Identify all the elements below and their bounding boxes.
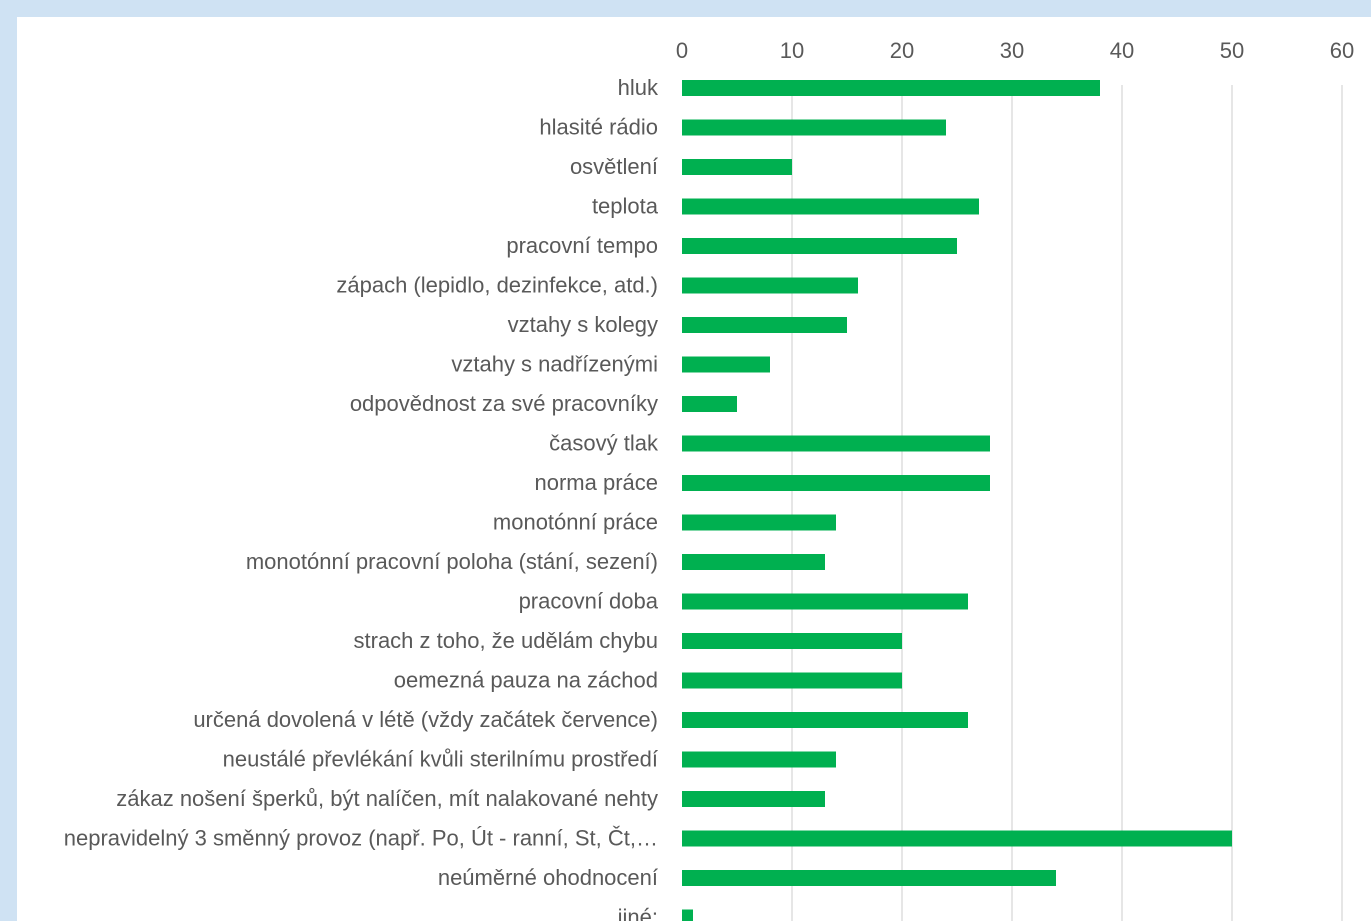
bar (682, 198, 979, 215)
bar (682, 554, 825, 570)
bar (682, 672, 902, 689)
bar (682, 712, 968, 728)
bar (682, 356, 770, 373)
x-tick-label: 50 (1220, 38, 1244, 63)
x-tick-label: 30 (1000, 38, 1024, 63)
category-label: neúměrné ohodnocení (438, 865, 658, 890)
category-label: teplota (592, 194, 659, 219)
category-label: určená dovolená v létě (vždy začátek čer… (193, 707, 658, 732)
category-label: nepravidelný 3 směnný provoz (např. Po, … (64, 826, 658, 851)
chart-frame: 0 10 20 30 40 50 60 hluk hlasité rádio osvětlení… (17, 17, 1371, 921)
category-label: oemezná pauza na záchod (394, 668, 658, 693)
category-label: hluk (618, 75, 659, 100)
bar (682, 514, 836, 531)
bar (682, 396, 737, 412)
bar (682, 277, 858, 294)
bar (682, 475, 990, 491)
category-label: pracovní tempo (506, 233, 658, 258)
x-tick-label: 20 (890, 38, 914, 63)
category-label: pracovní doba (519, 589, 659, 614)
category-label: strach z toho, že udělám chybu (354, 628, 659, 653)
category-label: neustálé převlékání kvůli sterilnímu pro… (223, 747, 658, 772)
category-label: jiné: (617, 905, 658, 921)
bar (682, 791, 825, 807)
category-label: zákaz nošení šperků, být nalíčen, mít na… (116, 786, 658, 811)
category-label: norma práce (534, 470, 658, 495)
x-axis-ticks: 0 10 20 30 40 50 60 (676, 38, 1354, 63)
bar (682, 830, 1232, 847)
category-label: časový tlak (549, 431, 659, 456)
bar (682, 159, 792, 175)
category-label: hlasité rádio (539, 115, 658, 140)
x-tick-label: 60 (1330, 38, 1354, 63)
category-label: vztahy s kolegy (508, 312, 658, 337)
category-labels: hluk hlasité rádio osvětlení teplota pracovn… (64, 75, 659, 921)
bar (682, 870, 1056, 886)
gridlines (791, 85, 1343, 921)
bar (682, 751, 836, 768)
bar (682, 593, 968, 610)
bar (682, 435, 990, 452)
bar (682, 909, 693, 921)
x-tick-label: 40 (1110, 38, 1134, 63)
bar (682, 633, 902, 649)
category-label: osvětlení (570, 154, 658, 179)
category-label: zápach (lepidlo, dezinfekce, atd.) (336, 273, 658, 298)
x-tick-label: 0 (676, 38, 688, 63)
bar (682, 119, 946, 136)
bar (682, 80, 1100, 96)
bar (682, 317, 847, 333)
category-label: vztahy s nadřízenými (451, 352, 658, 377)
category-label: odpovědnost za své pracovníky (350, 391, 658, 416)
category-label: monotónní pracovní poloha (stání, sezení… (246, 549, 658, 574)
bars (682, 80, 1232, 921)
bar (682, 238, 957, 254)
x-tick-label: 10 (780, 38, 804, 63)
category-label: monotónní práce (493, 510, 658, 535)
bar-chart: 0 10 20 30 40 50 60 hluk hlasité rádio osvětlení… (64, 38, 1354, 921)
